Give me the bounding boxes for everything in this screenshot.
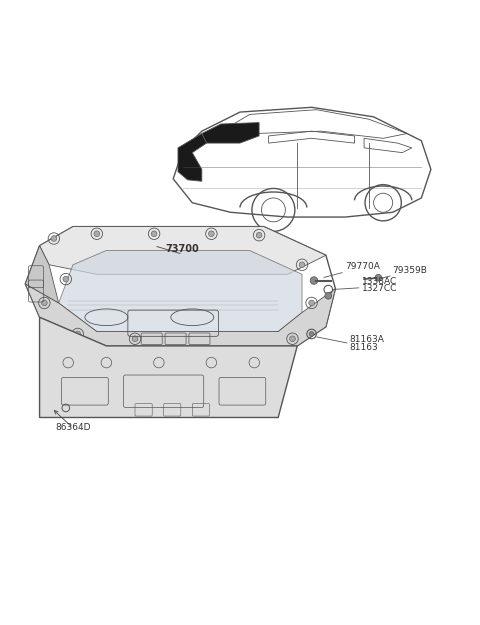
Circle shape: [375, 274, 382, 281]
Polygon shape: [25, 246, 59, 303]
Circle shape: [310, 277, 318, 284]
Polygon shape: [39, 227, 326, 274]
Polygon shape: [39, 318, 297, 418]
Polygon shape: [178, 134, 206, 181]
Circle shape: [132, 336, 138, 342]
Text: 79770A: 79770A: [345, 261, 380, 271]
Polygon shape: [25, 284, 336, 346]
Text: 1327CC: 1327CC: [362, 284, 397, 293]
Circle shape: [94, 231, 100, 237]
Circle shape: [51, 236, 57, 241]
Text: 81163A: 81163A: [350, 334, 384, 344]
Text: 73700: 73700: [166, 244, 200, 254]
Circle shape: [208, 231, 214, 237]
Circle shape: [256, 232, 262, 238]
Text: 1338AC: 1338AC: [362, 278, 397, 286]
Circle shape: [75, 331, 81, 337]
Text: 81163: 81163: [350, 342, 379, 352]
Text: 79359B: 79359B: [393, 266, 428, 275]
Polygon shape: [202, 122, 259, 143]
Circle shape: [63, 276, 69, 282]
Text: 86364D: 86364D: [55, 422, 91, 432]
Circle shape: [151, 231, 157, 237]
Circle shape: [309, 300, 314, 306]
Polygon shape: [59, 251, 302, 332]
Circle shape: [309, 332, 314, 336]
Circle shape: [289, 336, 295, 342]
Circle shape: [41, 300, 47, 306]
Circle shape: [325, 292, 332, 299]
Circle shape: [299, 262, 305, 268]
